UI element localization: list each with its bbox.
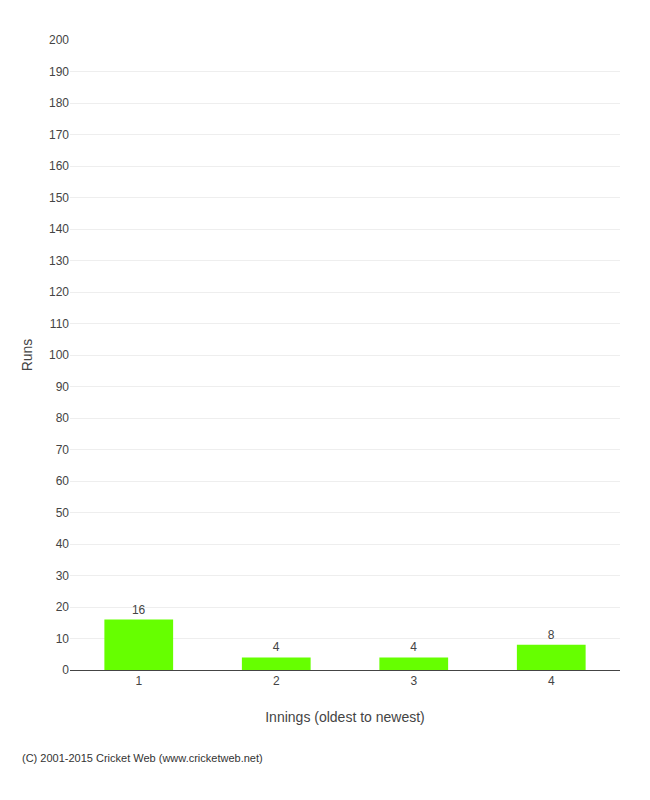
svg-text:10: 10 <box>56 632 70 646</box>
svg-text:150: 150 <box>49 191 69 205</box>
svg-text:1: 1 <box>135 674 142 688</box>
svg-text:170: 170 <box>49 128 69 142</box>
svg-text:190: 190 <box>49 65 69 79</box>
svg-text:16: 16 <box>132 603 146 617</box>
svg-text:4: 4 <box>273 640 280 654</box>
svg-text:30: 30 <box>56 569 70 583</box>
svg-text:Runs: Runs <box>19 339 35 372</box>
svg-text:90: 90 <box>56 380 70 394</box>
svg-text:80: 80 <box>56 411 70 425</box>
svg-text:(C) 2001-2015 Cricket Web (www: (C) 2001-2015 Cricket Web (www.cricketwe… <box>22 752 263 764</box>
svg-text:60: 60 <box>56 474 70 488</box>
svg-text:Innings (oldest to newest): Innings (oldest to newest) <box>265 709 425 725</box>
svg-text:180: 180 <box>49 96 69 110</box>
svg-text:160: 160 <box>49 159 69 173</box>
svg-text:140: 140 <box>49 222 69 236</box>
svg-text:120: 120 <box>49 285 69 299</box>
svg-text:0: 0 <box>62 663 69 677</box>
svg-text:70: 70 <box>56 443 70 457</box>
svg-text:3: 3 <box>410 674 417 688</box>
svg-text:40: 40 <box>56 537 70 551</box>
svg-text:200: 200 <box>49 33 69 47</box>
svg-text:100: 100 <box>49 348 69 362</box>
svg-text:8: 8 <box>548 628 555 642</box>
svg-text:130: 130 <box>49 254 69 268</box>
svg-text:4: 4 <box>548 674 555 688</box>
svg-text:110: 110 <box>50 317 69 331</box>
svg-text:50: 50 <box>56 506 70 520</box>
svg-text:20: 20 <box>56 600 70 614</box>
svg-text:2: 2 <box>273 674 280 688</box>
svg-text:4: 4 <box>410 640 417 654</box>
